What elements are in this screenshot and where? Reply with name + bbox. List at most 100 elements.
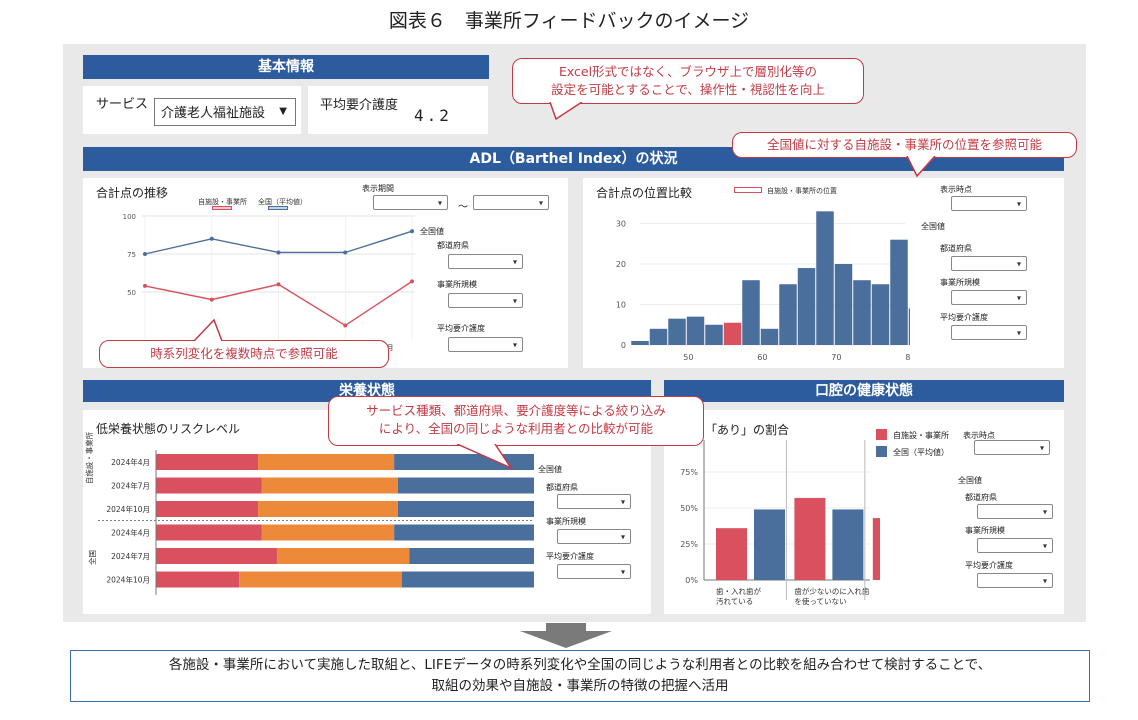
bar xyxy=(872,518,880,580)
period-label: 表示期間 xyxy=(362,184,394,193)
stacked-bar-segment xyxy=(156,524,262,541)
oral-pref-select[interactable] xyxy=(977,504,1053,519)
histogram-bar xyxy=(705,324,723,345)
position-title: 合計点の位置比較 xyxy=(596,186,693,200)
position-time-select[interactable] xyxy=(951,196,1027,211)
data-point xyxy=(209,297,214,302)
oral-scale-select[interactable] xyxy=(977,538,1053,553)
histogram-bar xyxy=(631,340,649,345)
stacked-bar-segment xyxy=(156,548,277,564)
stacked-bar-segment xyxy=(258,454,395,470)
histogram-bar xyxy=(816,211,834,345)
data-point xyxy=(343,323,348,328)
histogram-bar xyxy=(779,284,797,345)
bar xyxy=(754,509,785,580)
stacked-bar-segment xyxy=(401,571,534,588)
bar xyxy=(794,497,826,580)
nutrition-chart: 2024年4月 2024年7月 2024年10月 2024年4月 2024年7月 2024… xyxy=(98,450,534,595)
position-pref-select[interactable] xyxy=(951,256,1027,271)
nutri-scale-label: 事業所規模 xyxy=(546,517,586,526)
period-start-select[interactable] xyxy=(373,195,448,210)
histogram-bar xyxy=(668,318,686,345)
legend-self-label: 自施設・事業所 xyxy=(198,198,247,206)
oral-time-select[interactable] xyxy=(974,440,1050,455)
stacked-bar-segment xyxy=(409,548,534,564)
service-select-value: 介護老人福祉施設 xyxy=(161,106,266,121)
nutri-avgcare-select[interactable] xyxy=(557,564,631,579)
adl-avgcare-select[interactable] xyxy=(448,337,523,352)
adl-scale-select[interactable] xyxy=(448,293,523,308)
category-label: 2024年4月 xyxy=(111,457,150,467)
avg-care-value: 4.2 xyxy=(414,106,452,125)
avg-care-label: 平均要介護度 xyxy=(320,98,399,113)
callout-position: 全国値に対する自施設・事業所の位置を参照可能 xyxy=(732,132,1077,158)
position-avgcare-select[interactable] xyxy=(951,325,1027,340)
oral-legend-national-label: 全国（平均値） xyxy=(893,448,949,457)
y-tick-label: 25% xyxy=(680,540,698,549)
x-tick-label: 80 xyxy=(905,353,910,362)
adl-avgcare-label: 平均要介護度 xyxy=(437,324,485,333)
period-end-select[interactable] xyxy=(473,195,549,210)
histogram-bar xyxy=(834,264,853,345)
callout-filter: サービス種類、都道府県、要介護度等による絞り込み により、全国の同じような利用者… xyxy=(328,396,704,446)
position-time-label: 表示時点 xyxy=(940,185,972,194)
histogram-bar xyxy=(686,316,705,345)
x-tick-label: 50 xyxy=(683,353,693,362)
category-label: 2024年4月 xyxy=(111,528,150,538)
adl-trend-title: 合計点の推移 xyxy=(96,186,169,200)
position-scale-label: 事業所規模 xyxy=(940,278,980,287)
service-label: サービス xyxy=(96,97,149,112)
stacked-bar-segment xyxy=(397,477,534,494)
service-select[interactable]: 介護老人福祉施設 ▼ xyxy=(154,98,296,126)
adl-pref-label: 都道府県 xyxy=(437,241,469,250)
position-pref-label: 都道府県 xyxy=(940,244,972,253)
stacked-bar-segment xyxy=(156,571,240,588)
oral-national-label: 全国値 xyxy=(958,476,982,485)
x-tick-label: 歯・入れ歯が xyxy=(716,586,761,596)
nutri-avgcare-label: 平均要介護度 xyxy=(546,552,594,561)
stacked-bar-segment xyxy=(394,524,534,541)
oral-avgcare-select[interactable] xyxy=(977,573,1053,588)
nutri-national-label: 全国値 xyxy=(538,465,562,474)
y-tick-label: 0% xyxy=(685,576,698,585)
oral-legend-national-swatch xyxy=(876,446,887,457)
y-tick-label: 10 xyxy=(616,301,626,310)
histogram-bar xyxy=(760,328,779,345)
stacked-bar-segment xyxy=(156,501,259,517)
position-national-label: 全国値 xyxy=(921,222,945,231)
position-legend-label: 自施設・事業所の位置 xyxy=(767,187,837,195)
summary-box: 各施設・事業所において実施した取組と、LIFEデータの時系列変化や全国の同じよう… xyxy=(70,650,1090,702)
stacked-bar-segment xyxy=(156,454,259,470)
position-legend-swatch xyxy=(734,187,762,193)
histogram-bar xyxy=(908,308,910,345)
nutri-pref-select[interactable] xyxy=(557,494,631,509)
position-histogram: 0 10 20 30 50 60 70 80 xyxy=(616,211,910,362)
data-point xyxy=(410,279,414,284)
oral-title: 「あり」の割合 xyxy=(705,423,790,437)
nutri-scale-select[interactable] xyxy=(557,529,631,544)
nutri-pref-label: 都道府県 xyxy=(546,483,578,492)
histogram-bar xyxy=(649,328,668,345)
page-title: 図表６ 事業所フィードバックのイメージ xyxy=(388,10,750,32)
x-tick-label: を使っていない xyxy=(794,596,846,606)
x-tick-label: 60 xyxy=(757,353,767,362)
callout-excel: Excel形式ではなく、ブラウザ上で層別化等の 設定を可能とすることで、操作性・… xyxy=(512,58,864,104)
oral-legend-self-swatch xyxy=(876,429,887,440)
histogram-bar xyxy=(723,322,742,345)
position-scale-select[interactable] xyxy=(951,290,1027,305)
y-tick-label: 75 xyxy=(127,251,136,259)
oral-avgcare-label: 平均要介護度 xyxy=(965,561,1013,570)
oral-pref-label: 都道府県 xyxy=(965,493,997,502)
oral-header: 口腔の健康状態 xyxy=(664,380,1064,402)
data-point xyxy=(410,229,414,234)
tilde: ～ xyxy=(458,202,468,213)
stacked-bar-segment xyxy=(276,548,410,564)
adl-scale-label: 事業所規模 xyxy=(437,280,477,289)
bar xyxy=(716,528,747,580)
legend-national-label: 全国（平均値） xyxy=(258,198,307,206)
legend-national-swatch xyxy=(268,206,288,210)
stacked-bar-segment xyxy=(258,501,398,517)
data-point xyxy=(276,250,281,255)
adl-pref-select[interactable] xyxy=(448,254,523,269)
data-point xyxy=(143,283,147,288)
